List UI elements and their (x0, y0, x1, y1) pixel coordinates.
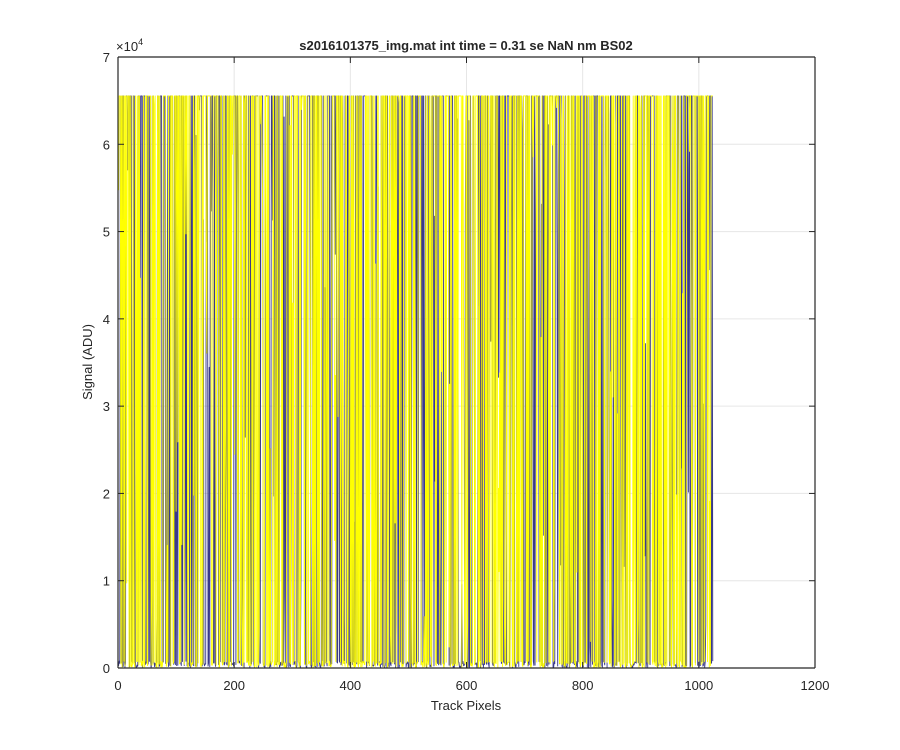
y-exponent-power: 4 (138, 37, 143, 47)
x-tick-label: 0 (114, 678, 121, 693)
y-tick-label: 7 (103, 50, 110, 65)
y-tick-label: 6 (103, 137, 110, 152)
x-tick-label: 600 (456, 678, 478, 693)
y-axis-label: Signal (ADU) (80, 324, 95, 400)
y-tick-label: 1 (103, 574, 110, 589)
chart-title: s2016101375_img.mat int time = 0.31 se N… (299, 38, 633, 53)
y-tick-label: 2 (103, 486, 110, 501)
y-tick-label: 4 (103, 312, 110, 327)
y-exponent-base: ×104 (116, 37, 143, 54)
y-tick-label: 3 (103, 399, 110, 414)
x-tick-label: 200 (223, 678, 245, 693)
y-tick-label: 5 (103, 225, 110, 240)
tick-marks (117, 56, 816, 669)
x-tick-label: 1200 (801, 678, 830, 693)
x-tick-label: 800 (572, 678, 594, 693)
y-tick-label: 0 (103, 661, 110, 676)
tick-labels: 0 200 400 600 800 1000 1200 0 1 2 3 4 5 6 7 (103, 50, 830, 693)
x-axis-label: Track Pixels (431, 698, 502, 713)
x-tick-label: 400 (339, 678, 361, 693)
series-layer (118, 95, 714, 669)
series-2-line (118, 95, 713, 669)
x-tick-label: 1000 (684, 678, 713, 693)
